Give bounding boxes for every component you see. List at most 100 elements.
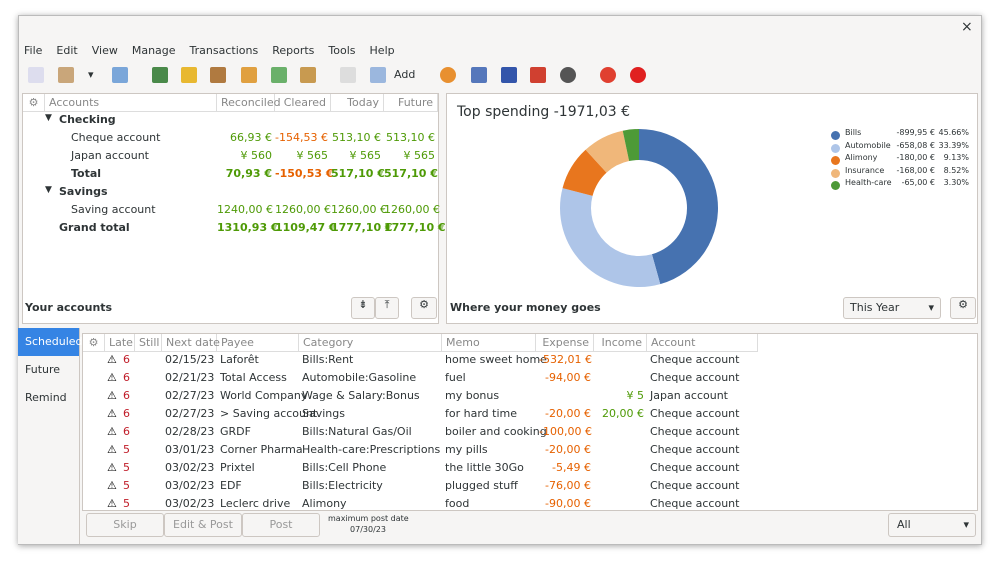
menu-item[interactable]: File <box>24 44 43 57</box>
tool-icon[interactable] <box>210 67 226 83</box>
menu-item[interactable]: Manage <box>131 44 176 57</box>
tool-icon[interactable] <box>440 67 456 83</box>
action-button[interactable]: Post <box>242 513 320 537</box>
tool-icon[interactable] <box>58 67 74 83</box>
cell-expense: -94,00 € <box>545 371 591 384</box>
cell-date: 02/15/23 <box>165 353 215 366</box>
cell-expense: -76,00 € <box>545 479 591 492</box>
tool-icon[interactable] <box>560 67 576 83</box>
donut-segment[interactable] <box>562 149 607 196</box>
add-label[interactable]: Add <box>394 68 416 81</box>
side-tab[interactable]: Scheduled <box>18 328 83 356</box>
column-header[interactable]: Next date <box>162 334 220 352</box>
menu-item[interactable]: Help <box>369 44 395 57</box>
period-select[interactable]: This Year ▾ <box>843 297 941 319</box>
tool-icon[interactable] <box>340 67 356 83</box>
legend-name[interactable]: Alimony <box>845 153 878 162</box>
donut-segment[interactable] <box>622 129 639 162</box>
account-name[interactable]: Cheque account <box>71 131 161 144</box>
cell-late: 6 <box>123 407 130 420</box>
tool-icon[interactable] <box>28 67 44 83</box>
account-name[interactable]: Japan account <box>71 149 149 162</box>
tool-icon[interactable] <box>112 67 128 83</box>
tool-icon[interactable] <box>471 67 487 83</box>
tool-icon[interactable] <box>300 67 316 83</box>
column-header[interactable]: Expense <box>536 334 594 352</box>
collapse-button[interactable]: ⤒ <box>375 297 399 319</box>
column-header[interactable]: Still <box>135 334 162 352</box>
legend-name[interactable]: Bills <box>845 128 862 137</box>
donut-chart <box>560 129 718 287</box>
column-header[interactable]: Accounts <box>45 94 217 112</box>
cell-late: 6 <box>123 353 130 366</box>
menu-item[interactable]: Reports <box>272 44 315 57</box>
column-header[interactable]: Account <box>647 334 758 352</box>
donut-segment[interactable] <box>639 129 718 285</box>
filter-select[interactable]: All ▾ <box>888 513 976 537</box>
account-name[interactable]: Saving account <box>71 203 156 216</box>
settings-button[interactable]: ⚙ <box>411 297 437 319</box>
cell-expense: -532,01 € <box>539 353 592 366</box>
tool-icon[interactable] <box>630 67 646 83</box>
header-gear[interactable]: ⚙ <box>83 334 105 352</box>
column-header[interactable]: Category <box>299 334 442 352</box>
scheduled-table: ⚙ Late Still Next date Payee Category Memo Expe… <box>82 333 978 511</box>
column-header[interactable]: Late <box>105 334 135 352</box>
donut-segment[interactable] <box>560 188 661 287</box>
legend-amount: -180,00 € <box>896 153 935 162</box>
account-value: 1260,00 € <box>384 203 440 216</box>
side-tab[interactable]: Remind <box>25 391 67 404</box>
expand-button[interactable]: ⇟ <box>351 297 375 319</box>
header-gear[interactable]: ⚙ <box>23 94 45 112</box>
account-value: 513,10 € <box>386 131 435 144</box>
column-header[interactable]: Cleared <box>275 94 331 112</box>
expander[interactable]: ▼ <box>45 185 52 195</box>
cell-account: Cheque account <box>650 443 740 456</box>
cell-memo: the little 30Go <box>445 461 524 474</box>
menu-item[interactable]: Edit <box>56 44 78 57</box>
expander[interactable]: ▼ <box>45 113 52 123</box>
menu-item[interactable]: View <box>91 44 118 57</box>
tool-dropdown[interactable]: ▾ <box>88 68 94 81</box>
tool-icon[interactable] <box>271 67 287 83</box>
menu-item[interactable]: Tools <box>328 44 356 57</box>
tool-icon[interactable] <box>181 67 197 83</box>
legend-name[interactable]: Health-care <box>845 178 892 187</box>
account-value: 1310,93 € <box>217 221 279 234</box>
cell-payee: Laforêt <box>220 353 259 366</box>
account-value: 517,10 € <box>331 167 385 180</box>
side-tab[interactable]: Future <box>25 363 61 376</box>
cell-late: 6 <box>123 389 130 402</box>
spending-title: Top spending -1971,03 € <box>457 104 631 120</box>
menu-item[interactable]: Transactions <box>189 44 259 57</box>
tool-icon[interactable] <box>241 67 257 83</box>
column-header[interactable]: Memo <box>442 334 536 352</box>
legend-name[interactable]: Automobile <box>845 140 891 150</box>
cell-expense: -20,00 € <box>545 407 591 420</box>
column-header[interactable]: Payee <box>217 334 299 352</box>
tool-icon[interactable] <box>152 67 168 83</box>
column-header[interactable]: Income <box>594 334 647 352</box>
settings-button[interactable]: ⚙ <box>950 297 976 319</box>
column-header[interactable]: Reconciled <box>217 94 281 112</box>
cell-memo: home sweet home <box>445 353 547 366</box>
max-post-label: maximum post date <box>328 514 409 523</box>
cell-late: 5 <box>123 461 130 474</box>
action-button[interactable]: Skip <box>86 513 164 537</box>
column-header[interactable]: Today <box>331 94 384 112</box>
tool-icon[interactable] <box>501 67 517 83</box>
legend-name[interactable]: Insurance <box>845 165 885 175</box>
account-value: ¥ 565 <box>349 149 382 162</box>
cell-memo: fuel <box>445 371 466 384</box>
cell-category: Alimony <box>302 497 347 510</box>
tool-icon[interactable] <box>370 67 386 83</box>
legend-dot <box>831 156 840 165</box>
warning-icon: ⚠ <box>107 497 117 510</box>
cell-account: Cheque account <box>650 461 740 474</box>
column-header[interactable]: Future <box>384 94 438 112</box>
tool-icon[interactable] <box>530 67 546 83</box>
tool-icon[interactable] <box>600 67 616 83</box>
action-button[interactable]: Edit & Post <box>164 513 242 537</box>
donut-segment[interactable] <box>585 130 630 173</box>
close-button[interactable]: × <box>961 19 973 35</box>
